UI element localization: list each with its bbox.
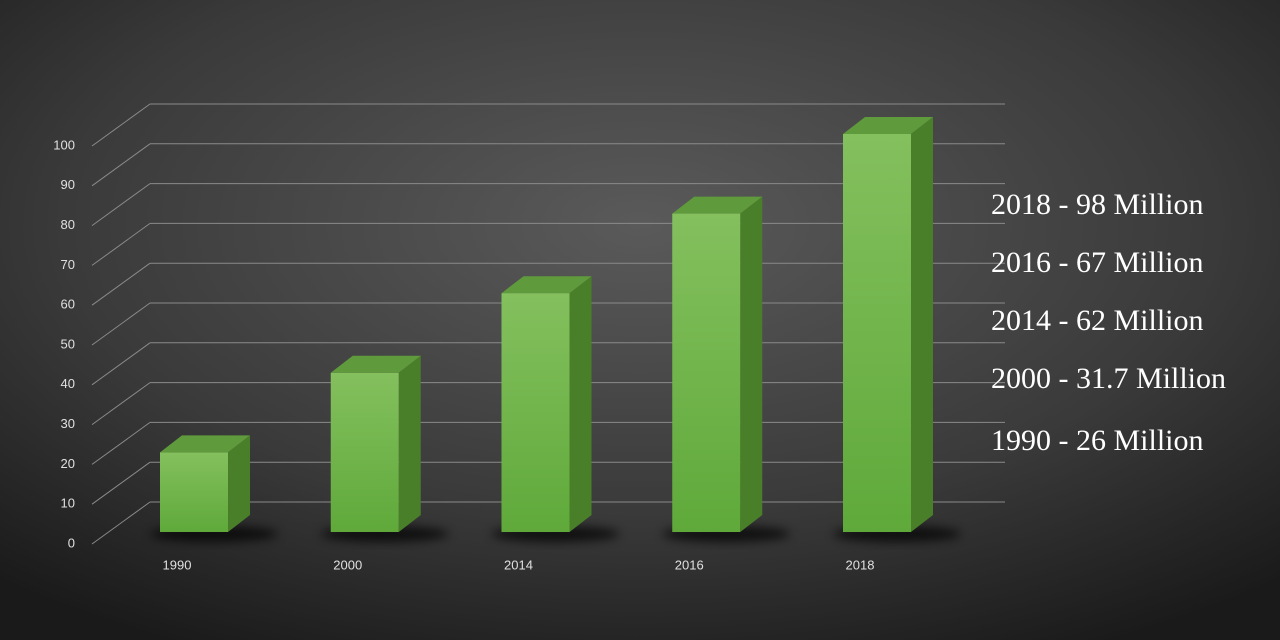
bar [330,372,399,532]
y-tick-label: 100 [53,137,75,152]
grid-line [91,262,151,306]
y-tick-label: 20 [61,456,75,471]
bar-top [672,196,763,214]
bar [160,452,228,532]
bar-top [160,435,250,453]
bar-side [228,435,250,532]
grid-line [91,302,151,346]
y-tick-label: 60 [61,297,75,312]
grid-line [91,382,151,426]
bar [843,134,911,532]
grid-line [91,103,151,147]
grid-line [91,501,151,545]
bar-side [911,117,933,532]
bar-top [501,276,592,294]
grid-line [91,461,151,505]
annotation: 1990 - 26 Million [991,424,1204,457]
grid-line [91,421,151,465]
annotation: 2018 - 98 Million [991,188,1204,221]
bar-side [398,355,421,532]
annotation: 2016 - 67 Million [991,246,1204,279]
y-tick-label: 80 [61,217,75,232]
annotations: 2018 - 98 Million 2016 - 67 Million 2014 -… [991,188,1226,457]
x-tick-label: 2000 [333,557,362,572]
bar [501,293,570,532]
y-tick-label: 40 [61,376,75,391]
y-tick-label: 0 [68,535,75,550]
bar-side [569,276,592,532]
grid-line [91,143,151,187]
x-tick-label: 2018 [846,557,875,572]
grid-line [91,183,151,227]
grid-line [91,222,151,266]
y-tick-label: 30 [61,416,75,431]
bar-side [740,196,763,532]
annotation: 2014 - 62 Million [991,304,1204,337]
bar-top [330,355,421,373]
annotation: 2000 - 31.7 Million [991,362,1226,395]
grid-line [91,342,151,386]
x-tick-label: 1990 [163,557,192,572]
y-tick-label: 90 [61,177,75,192]
y-tick-label: 50 [61,336,75,351]
bars: 1990 2000 2014 2016 2018 [150,117,961,572]
x-tick-label: 2016 [675,557,704,572]
bar-top [843,117,933,134]
y-tick-label: 10 [61,496,75,511]
y-tick-label: 70 [61,257,75,272]
x-tick-label: 2014 [504,557,533,572]
bar [672,213,741,532]
